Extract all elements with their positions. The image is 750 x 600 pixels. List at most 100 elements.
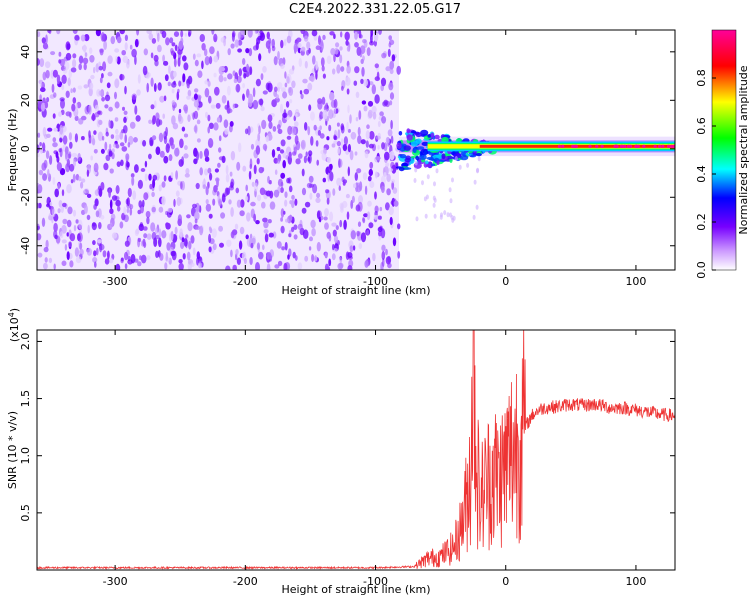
noise-cell <box>387 48 391 58</box>
bottom-x-tick-label: 100 <box>625 575 646 588</box>
top-y-axis-label: Frequency (Hz) <box>6 109 19 192</box>
noise-cell <box>253 213 256 222</box>
colorbar-label: Normalized spectral amplitude <box>737 65 750 234</box>
noise-cell <box>239 226 245 235</box>
top-x-tick-label: 0 <box>502 275 509 288</box>
noise-cell <box>45 34 48 44</box>
noise-cell <box>227 48 231 56</box>
noise-cell <box>262 90 268 95</box>
noise-cell <box>182 253 186 260</box>
signal-peak <box>561 144 565 148</box>
noise-cell <box>342 144 348 152</box>
signal-cell <box>441 153 446 160</box>
noise-cell <box>142 199 145 208</box>
noise-cell <box>265 40 271 49</box>
noise-cell <box>47 127 53 132</box>
noise-cell <box>257 32 261 37</box>
noise-cell <box>104 141 108 151</box>
noise-cell <box>93 149 98 154</box>
noise-cell <box>187 114 191 122</box>
noise-cell <box>119 30 125 35</box>
noise-cell <box>209 172 213 181</box>
noise-cell <box>204 168 209 176</box>
noise-cell <box>78 118 84 125</box>
noise-cell <box>360 78 364 85</box>
noise-cell <box>280 172 286 179</box>
noise-cell <box>80 181 84 189</box>
noise-cell <box>199 34 205 42</box>
noise-cell <box>137 179 143 189</box>
noise-cell <box>329 92 335 101</box>
noise-cell <box>377 226 383 233</box>
signal-peak <box>661 144 665 148</box>
noise-cell <box>345 40 349 46</box>
signal-cell <box>441 136 449 143</box>
noise-cell <box>61 260 67 267</box>
noise-cell <box>151 204 157 215</box>
noise-cell <box>37 202 40 209</box>
bottom-y-tick-label: 0.5 <box>19 504 32 522</box>
noise-cell <box>124 34 128 41</box>
noise-cell <box>61 84 65 91</box>
noise-cell <box>293 43 298 53</box>
noise-cell <box>332 229 337 237</box>
noise-cell <box>275 94 279 100</box>
noise-cell <box>40 102 46 112</box>
noise-cell <box>134 39 139 48</box>
signal-stray <box>426 174 430 180</box>
noise-cell <box>264 233 269 243</box>
noise-cell <box>354 172 358 181</box>
noise-cell <box>245 184 248 192</box>
noise-cell <box>304 201 311 208</box>
noise-cell <box>37 225 40 230</box>
noise-cell <box>193 100 199 108</box>
noise-cell <box>98 65 103 71</box>
noise-cell <box>57 183 61 190</box>
noise-cell <box>180 37 184 45</box>
noise-cell <box>122 55 129 64</box>
noise-cell <box>313 124 317 131</box>
noise-cell <box>347 265 353 270</box>
noise-cell <box>277 178 283 187</box>
noise-cell <box>190 262 195 268</box>
noise-cell <box>326 136 330 141</box>
noise-cell <box>61 239 67 244</box>
noise-cell <box>177 48 183 55</box>
noise-cell <box>152 178 156 189</box>
noise-cell <box>163 60 169 66</box>
noise-cell <box>285 101 290 108</box>
signal-stray <box>433 213 437 219</box>
noise-cell <box>237 48 243 53</box>
noise-cell <box>367 109 373 119</box>
noise-cell <box>354 66 360 74</box>
signal-cell <box>401 162 409 168</box>
noise-cell <box>119 131 123 140</box>
noise-cell <box>39 81 43 88</box>
noise-cell <box>350 199 354 209</box>
bottom-y-axis-label: SNR (10 * v/v) <box>6 411 19 489</box>
noise-cell <box>317 210 322 220</box>
noise-cell <box>306 49 310 56</box>
noise-cell <box>365 140 369 148</box>
noise-cell <box>37 184 43 194</box>
noise-cell <box>74 133 78 143</box>
noise-cell <box>381 244 386 252</box>
noise-cell <box>208 246 212 253</box>
noise-cell <box>88 134 92 144</box>
noise-cell <box>379 206 383 212</box>
signal-stray <box>473 179 477 185</box>
noise-cell <box>52 113 56 119</box>
signal-stray <box>476 167 480 173</box>
noise-cell <box>358 243 363 249</box>
noise-cell <box>39 142 42 147</box>
noise-cell <box>342 181 346 186</box>
noise-cell <box>381 185 385 193</box>
noise-cell <box>98 90 104 96</box>
noise-cell <box>377 144 380 150</box>
noise-cell <box>208 95 212 104</box>
top-x-tick-label: 100 <box>625 275 646 288</box>
noise-cell <box>42 97 46 104</box>
noise-cell <box>53 92 57 98</box>
noise-cell <box>100 32 106 42</box>
